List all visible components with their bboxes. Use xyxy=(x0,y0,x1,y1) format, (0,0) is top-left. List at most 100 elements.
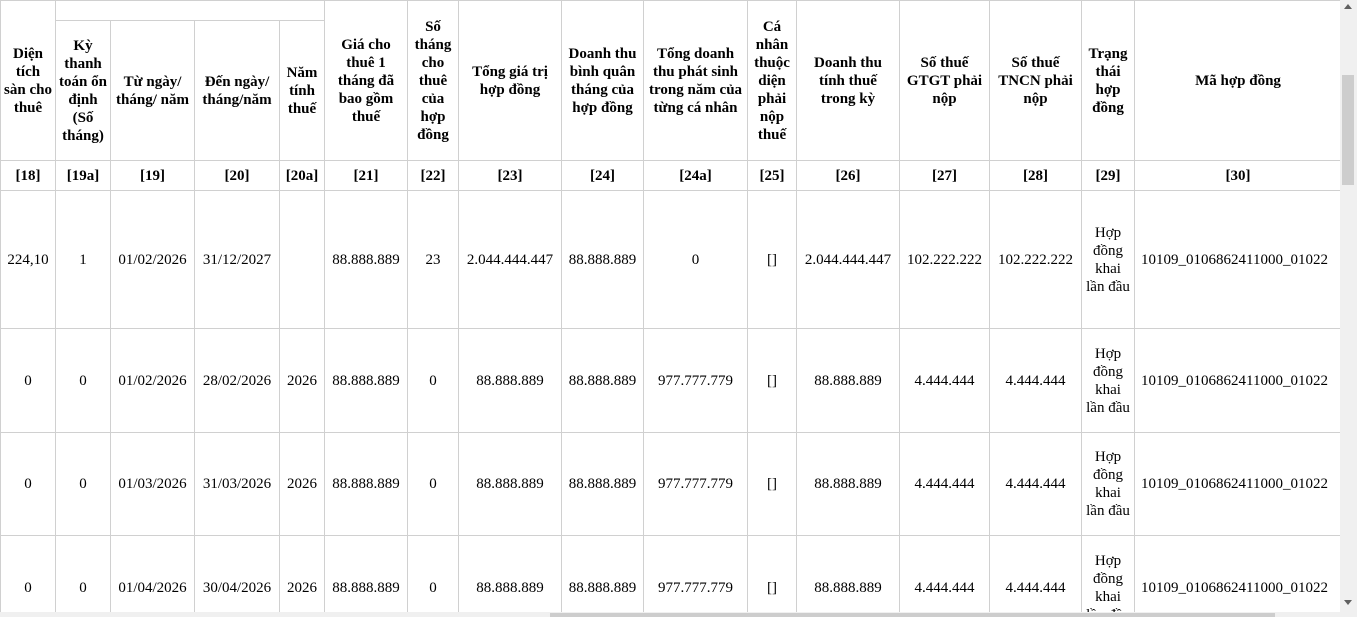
scroll-thumb[interactable] xyxy=(550,613,1275,617)
column-header: Kỳ thanh toán ổn định (Số tháng) xyxy=(55,20,111,161)
column-code: [21] xyxy=(324,160,408,191)
cell: 4.444.444 xyxy=(989,432,1082,536)
column-code: [24] xyxy=(561,160,644,191)
group-header xyxy=(55,0,325,21)
scroll-up[interactable] xyxy=(1344,4,1352,9)
cell: 0 xyxy=(0,535,56,612)
cell: 977.777.779 xyxy=(643,535,748,612)
column-header: Năm tính thuế xyxy=(279,20,325,161)
cell: 0 xyxy=(0,432,56,536)
cell: 88.888.889 xyxy=(458,432,562,536)
column-header: Mã hợp đồng xyxy=(1134,0,1340,161)
cell: 224,10 xyxy=(0,190,56,329)
column-code: [23] xyxy=(458,160,562,191)
cell: 2026 xyxy=(279,535,325,612)
cell: 88.888.889 xyxy=(796,535,900,612)
cell: 88.888.889 xyxy=(324,328,408,433)
cell: 0 xyxy=(407,535,459,612)
cell: 0 xyxy=(643,190,748,329)
column-code: [27] xyxy=(899,160,990,191)
cell: 4.444.444 xyxy=(989,535,1082,612)
column-header: Tổng giá trị hợp đồng xyxy=(458,0,562,161)
cell: 0 xyxy=(407,432,459,536)
column-code: [29] xyxy=(1081,160,1135,191)
cell xyxy=(279,190,325,329)
cell: 01/02/2026 xyxy=(110,190,195,329)
data-row: 0 0 01/04/2026 30/04/2026 2026 88.888.889 0 88.… xyxy=(0,535,1340,612)
cell: 977.777.779 xyxy=(643,432,748,536)
cell: [] xyxy=(747,328,797,433)
cell: 10109_0106862411000_01022 xyxy=(1134,190,1340,329)
cell: 1 xyxy=(55,190,111,329)
cell: 0 xyxy=(55,535,111,612)
column-code: [24a] xyxy=(643,160,748,191)
scroll-down[interactable] xyxy=(1344,600,1352,605)
column-code: [30] xyxy=(1134,160,1340,191)
cell: 2.044.444.447 xyxy=(458,190,562,329)
header-row: Diện tích sàn cho thuê Giá cho thuê 1 thá… xyxy=(0,0,1340,161)
column-code: [22] xyxy=(407,160,459,191)
cell: 88.888.889 xyxy=(561,432,644,536)
column-code: [25] xyxy=(747,160,797,191)
cell: 0 xyxy=(55,432,111,536)
cell: 88.888.889 xyxy=(324,190,408,329)
column-header: Số thuế GTGT phải nộp xyxy=(899,0,990,161)
cell: Hợp đồng khai lần đầu xyxy=(1081,328,1135,433)
column-code: [20a] xyxy=(279,160,325,191)
cell: 0 xyxy=(407,328,459,433)
column-header: Doanh thu tính thuế trong kỳ xyxy=(796,0,900,161)
data-row: 224,10 1 01/02/2026 31/12/2027 88.888.889 23 2… xyxy=(0,190,1340,329)
cell: 88.888.889 xyxy=(561,190,644,329)
column-header: Doanh thu bình quân tháng của hợp đồng xyxy=(561,0,644,161)
vertical-scrollbar[interactable] xyxy=(1340,0,1357,612)
column-header: Giá cho thuê 1 tháng đã bao gồm thuế xyxy=(324,0,408,161)
cell: 01/04/2026 xyxy=(110,535,195,612)
cell: [] xyxy=(747,535,797,612)
cell: 88.888.889 xyxy=(561,328,644,433)
code-row: [18] [19a] [19] [20] [20a] [21] [22] [23] [24] [2… xyxy=(0,160,1340,191)
column-header: Diện tích sàn cho thuê xyxy=(0,0,56,161)
cell: [] xyxy=(747,432,797,536)
cell: 88.888.889 xyxy=(458,535,562,612)
cell: Hợp đồng khai lần đầu xyxy=(1081,535,1135,612)
column-header: Số thuế TNCN phải nộp xyxy=(989,0,1082,161)
cell: 88.888.889 xyxy=(796,328,900,433)
cell: 102.222.222 xyxy=(989,190,1082,329)
cell: 01/02/2026 xyxy=(110,328,195,433)
column-code: [19] xyxy=(110,160,195,191)
cell: [] xyxy=(747,190,797,329)
contract-table: Diện tích sàn cho thuê Giá cho thuê 1 thá… xyxy=(0,0,1340,612)
column-header: Tổng doanh thu phát sinh trong năm của t… xyxy=(643,0,748,161)
table-viewport: Diện tích sàn cho thuê Giá cho thuê 1 thá… xyxy=(0,0,1340,612)
cell: 2026 xyxy=(279,432,325,536)
cell: 102.222.222 xyxy=(899,190,990,329)
cell: Hợp đồng khai lần đầu xyxy=(1081,432,1135,536)
column-header: Từ ngày/ tháng/ năm xyxy=(110,20,195,161)
cell: 10109_0106862411000_01022 xyxy=(1134,328,1340,433)
column-header: Đến ngày/ tháng/năm xyxy=(194,20,280,161)
column-header: Cá nhân thuộc diện phải nộp thuế xyxy=(747,0,797,161)
cell: 977.777.779 xyxy=(643,328,748,433)
cell: 28/02/2026 xyxy=(194,328,280,433)
cell: 88.888.889 xyxy=(561,535,644,612)
cell: 31/12/2027 xyxy=(194,190,280,329)
column-code: [18] xyxy=(0,160,56,191)
cell: 30/04/2026 xyxy=(194,535,280,612)
data-row: 0 0 01/02/2026 28/02/2026 2026 88.888.889 0 88.… xyxy=(0,328,1340,433)
column-header: Số tháng cho thuê của hợp đồng xyxy=(407,0,459,161)
cell: 23 xyxy=(407,190,459,329)
cell: 10109_0106862411000_01022 xyxy=(1134,432,1340,536)
cell: 88.888.889 xyxy=(458,328,562,433)
scroll-thumb[interactable] xyxy=(1342,75,1354,185)
cell: 0 xyxy=(0,328,56,433)
cell: 2.044.444.447 xyxy=(796,190,900,329)
cell: 4.444.444 xyxy=(899,535,990,612)
cell: 01/03/2026 xyxy=(110,432,195,536)
cell: 0 xyxy=(55,328,111,433)
horizontal-scrollbar[interactable] xyxy=(0,612,1357,617)
cell: 31/03/2026 xyxy=(194,432,280,536)
cell: 88.888.889 xyxy=(796,432,900,536)
cell: 88.888.889 xyxy=(324,432,408,536)
column-code: [26] xyxy=(796,160,900,191)
